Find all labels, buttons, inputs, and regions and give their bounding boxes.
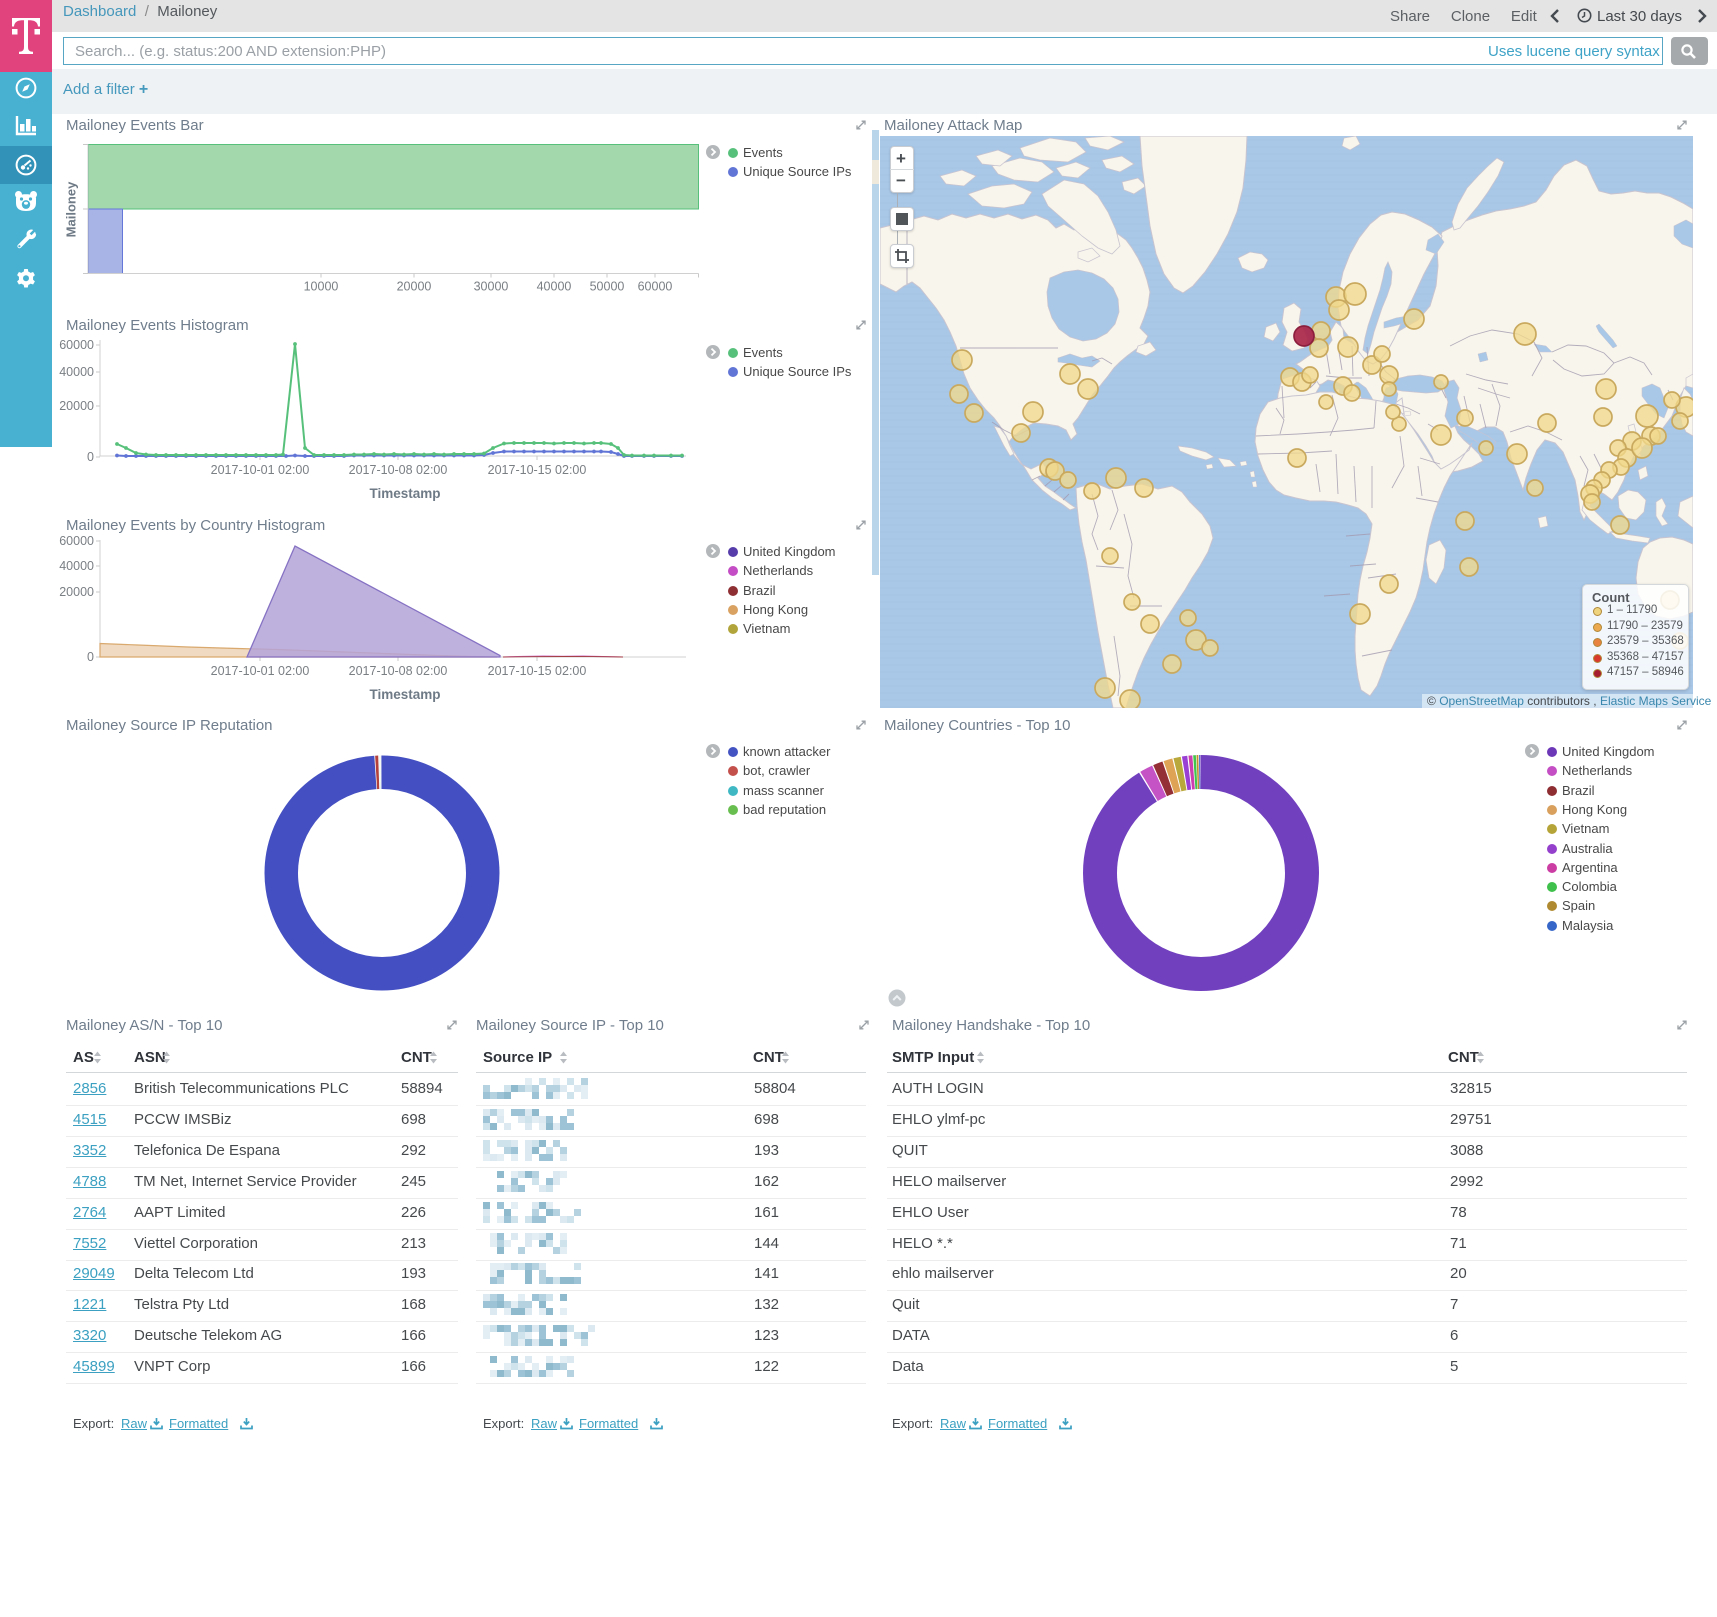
svg-text:30000: 30000: [474, 280, 509, 294]
svg-text:20000: 20000: [59, 585, 94, 599]
svg-text:40000: 40000: [59, 559, 94, 573]
svg-text:50000: 50000: [590, 280, 625, 294]
svg-text:40000: 40000: [59, 365, 94, 379]
svg-text:20000: 20000: [397, 280, 432, 294]
svg-text:2017-10-01 02:00: 2017-10-01 02:00: [211, 463, 310, 477]
svg-text:0: 0: [87, 450, 94, 464]
svg-text:Timestamp: Timestamp: [369, 687, 440, 702]
svg-text:20000: 20000: [59, 399, 94, 413]
svg-text:2017-10-15 02:00: 2017-10-15 02:00: [488, 664, 587, 678]
svg-text:2017-10-15 02:00: 2017-10-15 02:00: [488, 463, 587, 477]
svg-text:60000: 60000: [59, 536, 94, 548]
svg-text:40000: 40000: [537, 280, 572, 294]
svg-text:60000: 60000: [638, 280, 673, 294]
svg-text:60000: 60000: [59, 338, 94, 352]
svg-text:10000: 10000: [304, 280, 339, 294]
svg-text:2017-10-08 02:00: 2017-10-08 02:00: [349, 664, 448, 678]
svg-text:0: 0: [87, 650, 94, 664]
svg-text:2017-10-01 02:00: 2017-10-01 02:00: [211, 664, 310, 678]
svg-text:Timestamp: Timestamp: [369, 486, 440, 501]
svg-text:2017-10-08 02:00: 2017-10-08 02:00: [349, 463, 448, 477]
